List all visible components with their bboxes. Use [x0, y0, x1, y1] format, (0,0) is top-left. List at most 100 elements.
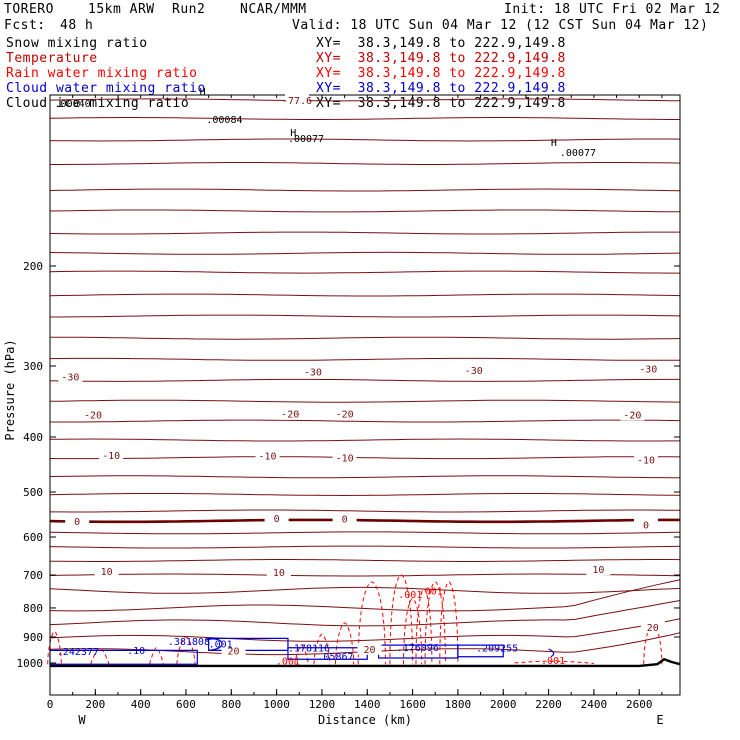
snow-label: .00040: [55, 99, 91, 110]
isotherm-label: 0: [643, 520, 649, 531]
run-label: Run2: [172, 2, 206, 17]
isotherm: [49, 475, 680, 479]
isotherm: [49, 117, 680, 120]
legend-cloud-water-xy: XY= 38.3,149.8 to 222.9,149.8: [316, 81, 566, 96]
isotherm-label-bg: [81, 408, 106, 421]
y-tick-label: 300: [23, 360, 43, 373]
isotherm-label-bg: [634, 453, 659, 466]
rain-contour: [357, 581, 386, 665]
cloud-water-contour: [287, 647, 368, 660]
isotherm: [49, 209, 680, 213]
snow-label: .00077: [560, 148, 596, 159]
maximum-value: .242377: [57, 647, 99, 658]
isotherm: [49, 531, 681, 535]
isotherm-label: -30: [304, 368, 322, 379]
isotherm: [49, 98, 680, 102]
y-tick-label: 800: [23, 602, 43, 615]
isotherm: [49, 438, 680, 442]
plot-frame: [49, 94, 681, 696]
cloud-water-contour: [548, 648, 555, 658]
y-tick-label: 200: [23, 260, 43, 273]
isotherm-label: 10: [101, 567, 113, 578]
maximum-value: .001: [209, 640, 233, 651]
isotherm-label-bg: [264, 511, 289, 524]
isotherm: [49, 545, 681, 549]
cloud-water-contour: [206, 638, 223, 651]
isotherm-label-bg: [221, 644, 246, 657]
isotherm-label: -30: [61, 372, 79, 383]
model-name: TORERO: [4, 2, 54, 17]
cloud-water-contour: [457, 644, 504, 658]
isotherm-label: -20: [84, 410, 102, 421]
isotherm: [49, 231, 680, 235]
isotherm-label-bg: [99, 448, 124, 461]
isotherm-label: -20: [623, 410, 641, 421]
x-tick-label: 200: [85, 698, 105, 711]
maximum-value: .10: [127, 646, 145, 657]
isotherm-label-bg: [357, 642, 382, 655]
isotherm-label: 20: [647, 623, 659, 634]
legend-temperature-xy: XY= 38.3,149.8 to 222.9,149.8: [316, 51, 566, 66]
isotherm-label-bg: [255, 449, 280, 462]
isotherm: [49, 493, 681, 497]
x-tick-label: 2000: [490, 698, 517, 711]
isotherm: [49, 357, 681, 361]
rain-contour: [149, 647, 164, 665]
y-tick-label: 400: [23, 431, 43, 444]
x-tick-label: 1000: [263, 698, 290, 711]
isotherm-label: -30: [465, 366, 483, 377]
isotherm-label: -10: [102, 451, 120, 462]
isotherm: [49, 188, 681, 192]
isotherm: [49, 293, 681, 297]
rain-contour: [335, 622, 355, 665]
isotherm-label: 20: [364, 645, 376, 656]
maximum-value: .176096: [397, 643, 439, 654]
isotherm: [49, 251, 681, 255]
east-label: E: [656, 713, 663, 727]
isotherm: [50, 419, 681, 423]
model-resolution: 15km ARW: [88, 2, 155, 17]
isotherm: [50, 509, 681, 513]
legend-rain-xy: XY= 38.3,149.8 to 222.9,149.8: [316, 66, 566, 81]
rain-contour: [514, 660, 594, 664]
forecast-label: Fcst:: [4, 18, 46, 33]
isotherm-label: 20: [228, 647, 240, 658]
isotherm: [50, 336, 681, 340]
isotherm-label: -20: [336, 410, 354, 421]
isotherm: [49, 573, 681, 577]
rain-contour: [403, 598, 423, 665]
contour-labels: -77.6 -30 -30 -30 -30 -20 -20 -20 -20 -10 -10 -10 -1…: [55, 87, 665, 668]
isotherm: [49, 559, 681, 562]
rain-contour: [389, 574, 414, 665]
maximum-value: .05867: [317, 652, 353, 663]
legend-cloud-ice: Cloud ice mixing ratio: [6, 96, 190, 111]
legend-rain: Rain water mixing ratio: [6, 66, 198, 81]
x-tick-label: 2200: [535, 698, 562, 711]
x-tick-label: 1400: [354, 698, 381, 711]
isotherm-label: 0: [274, 514, 280, 525]
snow-label: .00077: [288, 134, 324, 145]
isotherm-label-bg: [620, 408, 645, 421]
x-tick-label: 2600: [626, 698, 653, 711]
axes: 0 200 400 600 800 1000 1200 1400 1600 1800 2000 220…: [17, 95, 680, 711]
x-tick-label: 1800: [445, 698, 472, 711]
temperature-contours: [49, 98, 681, 656]
isotherm-label: -20: [281, 410, 299, 421]
x-tick-label: 2400: [581, 698, 608, 711]
isotherm-label: -10: [336, 454, 354, 465]
rain-label: .001: [541, 656, 565, 667]
valid-time: Valid: 18 UTC Sun 04 Mar 12 (12 CST Sun …: [292, 18, 709, 33]
isotherm-label: -10: [259, 451, 277, 462]
isotherm-label: -10: [637, 455, 655, 466]
x-tick-label: 1600: [399, 698, 426, 711]
isotherm: [49, 378, 680, 382]
y-tick-label: 500: [23, 486, 43, 499]
rain-label: .001: [276, 657, 300, 668]
x-tick-label: 400: [131, 698, 151, 711]
legend-snow-xy: XY= 38.3,149.8 to 222.9,149.8: [316, 36, 566, 51]
maximum-marker: H: [290, 128, 296, 139]
rain-contour: [415, 588, 433, 665]
isotherm-label-bg: [586, 562, 611, 575]
isotherm-label: 10: [592, 565, 604, 576]
